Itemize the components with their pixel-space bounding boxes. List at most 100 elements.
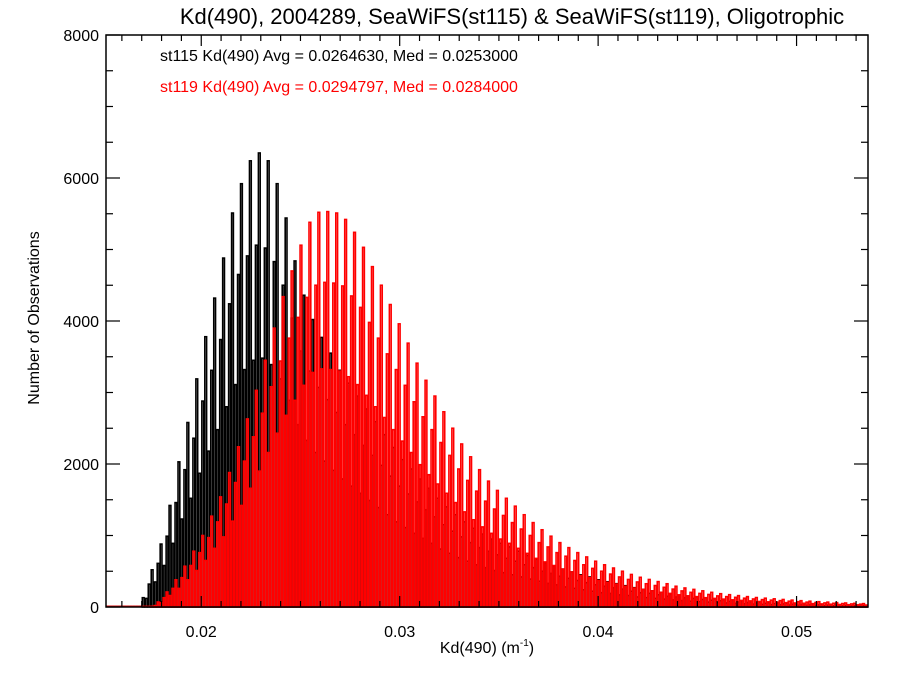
histogram-bar-st119 bbox=[465, 479, 470, 608]
histogram-bar-st119 bbox=[787, 600, 791, 608]
histogram-bar-st119 bbox=[436, 483, 440, 608]
histogram-bar-st119 bbox=[281, 295, 285, 608]
histogram-bar-st119 bbox=[204, 559, 208, 608]
histogram-bar-st119 bbox=[552, 564, 556, 608]
histogram-bar-st119 bbox=[605, 581, 610, 608]
histogram-bar-st119 bbox=[415, 362, 419, 608]
histogram-bar-st119 bbox=[177, 587, 181, 608]
histogram-bar-st119 bbox=[704, 596, 708, 608]
histogram-bar-st119 bbox=[418, 463, 422, 608]
histogram-bar-st119 bbox=[573, 559, 577, 608]
x-tick-label: 0.05 bbox=[781, 624, 812, 641]
histogram-bar-st119 bbox=[564, 555, 568, 608]
histogram-bar-st119 bbox=[590, 567, 595, 608]
histogram-bar-st119 bbox=[349, 295, 354, 608]
histogram-bar-st115 bbox=[147, 583, 151, 608]
histogram-bar-st119 bbox=[617, 576, 622, 608]
histogram-bar-st119 bbox=[257, 470, 261, 608]
histogram-bar-st119 bbox=[302, 384, 306, 608]
histogram-bar-st119 bbox=[430, 428, 434, 608]
histogram-bar-st119 bbox=[311, 371, 315, 608]
histogram-bar-st119 bbox=[293, 399, 297, 608]
histogram-bar-st119 bbox=[412, 400, 416, 608]
histogram-bar-st119 bbox=[519, 528, 523, 608]
histogram-bar-st119 bbox=[662, 586, 666, 608]
histogram-bar-st119 bbox=[650, 590, 654, 608]
histogram-bar-st119 bbox=[209, 515, 214, 608]
histogram-bar-st119 bbox=[644, 582, 648, 608]
histogram-bar-st119 bbox=[555, 551, 559, 608]
histogram-bar-st119 bbox=[278, 360, 282, 608]
histogram-bar-st119 bbox=[284, 414, 288, 608]
histogram-bar-st119 bbox=[653, 584, 657, 608]
histogram-bar-st119 bbox=[260, 412, 264, 608]
histogram-bar-st119 bbox=[275, 432, 279, 608]
legend-st119: st119 Kd(490) Avg = 0.0294797, Med = 0.0… bbox=[160, 79, 518, 96]
histogram-bar-st115 bbox=[177, 461, 181, 608]
histogram-bar-st119 bbox=[468, 456, 473, 608]
histogram-bar-st119 bbox=[263, 359, 267, 608]
histogram-bar-st119 bbox=[266, 451, 270, 608]
y-tick-label: 4000 bbox=[63, 314, 99, 331]
histogram-bar-st119 bbox=[483, 500, 488, 608]
histogram-bar-st119 bbox=[230, 520, 235, 608]
histogram-bar-st119 bbox=[207, 536, 211, 608]
histogram-bar-st119 bbox=[546, 546, 550, 608]
histogram-bar-st119 bbox=[460, 443, 464, 608]
histogram-bar-st119 bbox=[751, 598, 756, 608]
x-tick-label: 0.04 bbox=[583, 624, 614, 641]
histogram-bar-st119 bbox=[314, 284, 318, 608]
histogram-bar-st119 bbox=[379, 284, 384, 608]
histogram-bar-st119 bbox=[510, 521, 514, 608]
x-axis-label-superscript: -1 bbox=[520, 638, 529, 649]
histogram-bar-st119 bbox=[308, 221, 312, 608]
y-tick-label: 0 bbox=[90, 600, 99, 617]
histogram-bar-st119 bbox=[608, 573, 613, 608]
histogram-bar-st119 bbox=[343, 218, 348, 608]
histogram-bar-st119 bbox=[525, 552, 529, 608]
histogram-bar-st119 bbox=[189, 564, 193, 608]
histogram-bar-st119 bbox=[513, 505, 517, 608]
histogram-bar-st119 bbox=[489, 532, 494, 608]
histogram-bar-st119 bbox=[698, 592, 702, 608]
histogram-bar-st119 bbox=[290, 270, 294, 608]
histogram-bar-st119 bbox=[495, 489, 500, 608]
histogram-bar-st119 bbox=[198, 551, 202, 608]
histogram-bar-st119 bbox=[346, 375, 351, 608]
histogram-bar-st119 bbox=[183, 565, 187, 608]
histogram-bar-st119 bbox=[215, 521, 220, 608]
histogram-bar-st119 bbox=[477, 468, 482, 608]
histogram-bar-st119 bbox=[382, 416, 386, 608]
histogram-bar-st119 bbox=[400, 440, 404, 608]
histogram-bar-st119 bbox=[168, 594, 172, 608]
histogram-bar-st119 bbox=[724, 595, 729, 608]
histogram-bar-st119 bbox=[355, 383, 360, 608]
histogram-bar-st119 bbox=[522, 513, 526, 608]
histogram-bar-st119 bbox=[239, 504, 244, 608]
histogram-bar-st119 bbox=[448, 454, 452, 608]
histogram-bar-st119 bbox=[614, 583, 619, 608]
y-tick-label: 2000 bbox=[63, 457, 99, 474]
histogram-bar-st119 bbox=[543, 561, 547, 608]
x-tick-label: 0.03 bbox=[384, 624, 415, 641]
histogram-bar-st119 bbox=[409, 451, 413, 608]
histogram-bar-st119 bbox=[733, 596, 738, 608]
histogram-bar-st115 bbox=[153, 581, 157, 608]
histogram-bar-st119 bbox=[376, 337, 381, 608]
histogram-bar-st119 bbox=[320, 368, 324, 608]
histogram-bar-st119 bbox=[251, 436, 256, 608]
histogram-bars bbox=[106, 152, 869, 608]
y-tick-label: 8000 bbox=[63, 28, 99, 45]
histogram-bar-st119 bbox=[498, 538, 503, 608]
histogram-bar-st119 bbox=[397, 323, 401, 608]
histogram-bar-st119 bbox=[486, 480, 491, 608]
histogram-bar-st119 bbox=[689, 591, 693, 608]
histogram-bar-st119 bbox=[769, 599, 773, 608]
histogram-bar-st119 bbox=[364, 394, 369, 608]
x-axis-label: Kd(490) (m-1) bbox=[440, 638, 534, 657]
histogram-bar-st119 bbox=[665, 582, 669, 608]
histogram-bar-st119 bbox=[352, 231, 357, 608]
histogram-bar-st119 bbox=[171, 587, 175, 608]
histogram-bar-st119 bbox=[570, 571, 574, 608]
